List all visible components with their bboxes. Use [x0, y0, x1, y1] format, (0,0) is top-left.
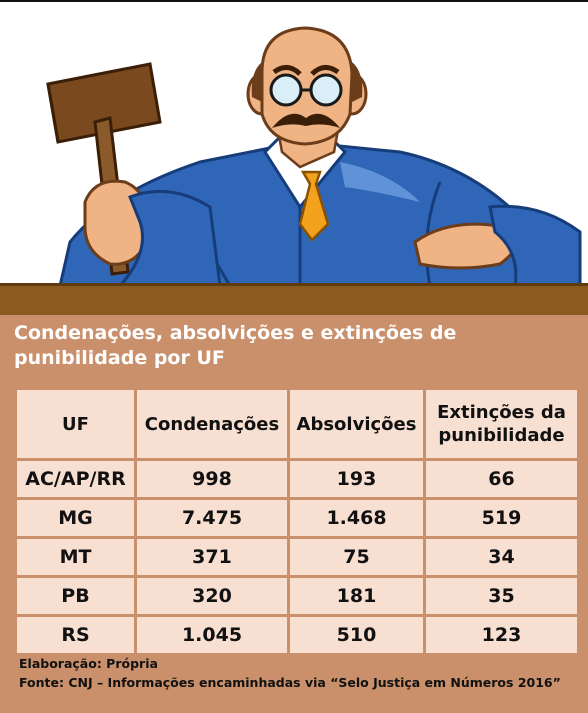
cell-extincoes: 66 — [426, 461, 577, 497]
table-row: MT 371 75 34 — [17, 539, 577, 575]
cell-extincoes: 34 — [426, 539, 577, 575]
data-panel: Condenações, absolvições e extinções de … — [0, 315, 588, 713]
cell-absolvicoes: 75 — [290, 539, 423, 575]
cell-condenacoes: 320 — [137, 578, 287, 614]
cell-condenacoes: 998 — [137, 461, 287, 497]
header-uf: UF — [17, 390, 134, 458]
cell-extincoes: 35 — [426, 578, 577, 614]
cell-uf: RS — [17, 617, 134, 653]
header-absolvicoes: Absolvições — [290, 390, 423, 458]
cell-absolvicoes: 193 — [290, 461, 423, 497]
data-table: UF Condenações Absolvições Extinções da … — [14, 387, 580, 656]
cell-absolvicoes: 1.468 — [290, 500, 423, 536]
cell-extincoes: 123 — [426, 617, 577, 653]
cell-extincoes: 519 — [426, 500, 577, 536]
judge-illustration — [46, 26, 582, 286]
cell-condenacoes: 7.475 — [137, 500, 287, 536]
footer-source: Fonte: CNJ – Informações encaminhadas vi… — [19, 675, 561, 690]
top-rule — [0, 0, 588, 2]
cell-uf: MG — [17, 500, 134, 536]
header-extincoes: Extinções da punibilidade — [426, 390, 577, 458]
cell-absolvicoes: 181 — [290, 578, 423, 614]
desk-bar — [0, 283, 588, 318]
page-title: Condenações, absolvições e extinções de … — [14, 322, 457, 369]
table-row: AC/AP/RR 998 193 66 — [17, 461, 577, 497]
header-condenacoes: Condenações — [137, 390, 287, 458]
table-header-row: UF Condenações Absolvições Extinções da … — [17, 390, 577, 458]
cell-uf: MT — [17, 539, 134, 575]
cell-condenacoes: 371 — [137, 539, 287, 575]
cell-absolvicoes: 510 — [290, 617, 423, 653]
cell-condenacoes: 1.045 — [137, 617, 287, 653]
footer-elaboration: Elaboração: Própria — [19, 656, 158, 671]
cell-uf: AC/AP/RR — [17, 461, 134, 497]
table-row: PB 320 181 35 — [17, 578, 577, 614]
table-row: MG 7.475 1.468 519 — [17, 500, 577, 536]
table-row: RS 1.045 510 123 — [17, 617, 577, 653]
cell-uf: PB — [17, 578, 134, 614]
